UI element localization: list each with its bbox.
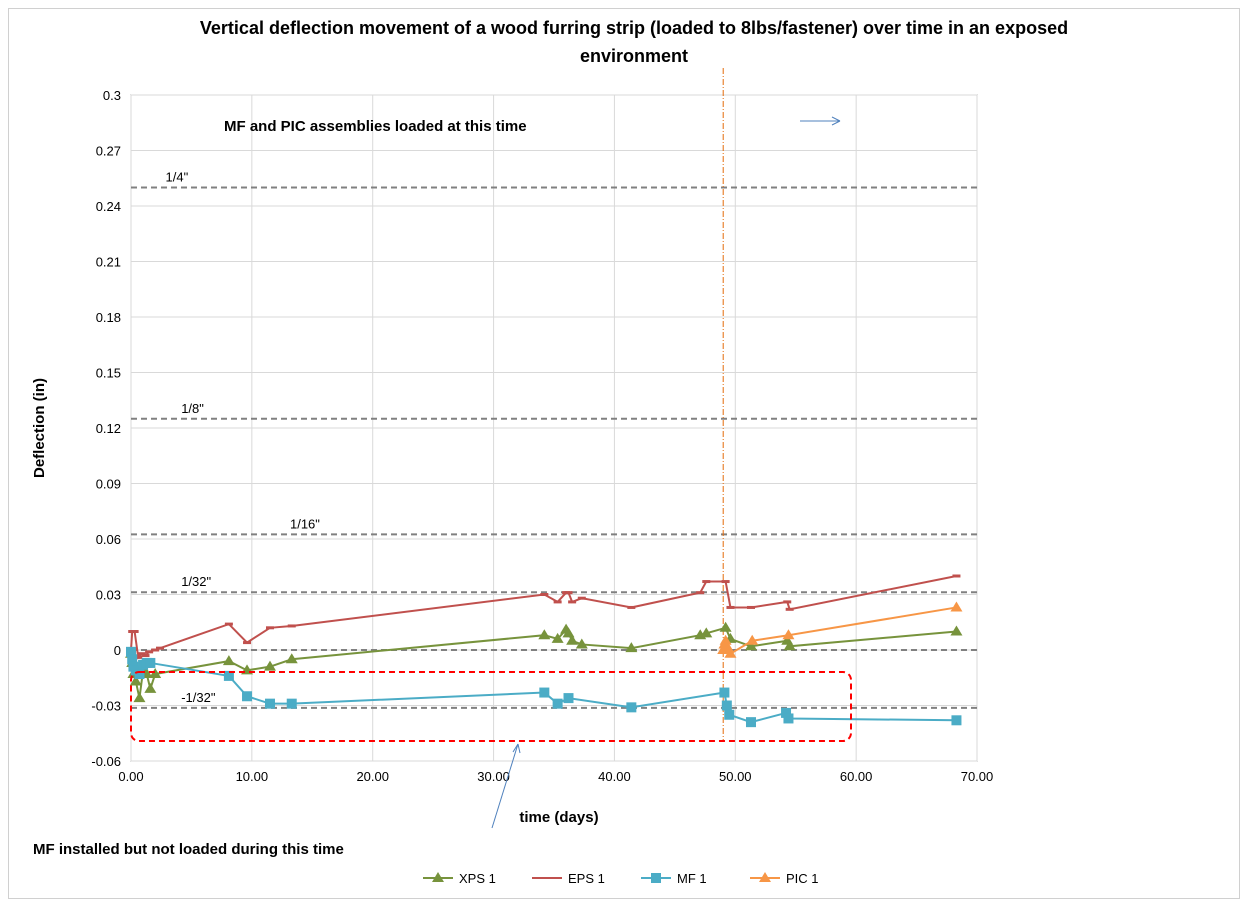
mf-1-series-point: [563, 693, 574, 704]
legend: XPS 1 EPS 1 MF 1 PIC 1: [423, 871, 819, 886]
mf-1-series-point: [126, 646, 136, 657]
legend-swatch-point: [432, 872, 444, 882]
mf-1-series-point: [724, 709, 735, 720]
chart-title-line1: Vertical deflection movement of a wood f…: [200, 18, 1068, 38]
xps-1-series-point: [263, 660, 276, 671]
legend-item-xps-1: XPS 1: [423, 871, 496, 886]
mf-1-series-point: [145, 657, 156, 668]
xps-1-series-point: [285, 653, 298, 664]
y-tick-label: 0.21: [96, 255, 121, 270]
xps-1-series-point: [744, 640, 757, 651]
reference-line-label: 1/4": [166, 170, 189, 185]
mf-1-series-point: [745, 717, 756, 728]
y-tick-label: 0.03: [96, 588, 121, 603]
mf-1-series-point: [626, 702, 637, 713]
xps-1-series-point: [133, 692, 146, 703]
mf-1-series-point: [134, 669, 145, 680]
xps-1-series-point: [538, 629, 551, 640]
xps-1-series-point: [129, 675, 142, 686]
xps-1-series-point: [551, 632, 564, 643]
y-tick-label: 0.18: [96, 310, 121, 325]
xps-1-series-point: [222, 655, 235, 666]
mf-1-series-point: [264, 698, 275, 709]
y-tick-label: -0.06: [91, 754, 121, 769]
reference-line-label: 1/32": [181, 574, 211, 589]
xps-1-series-point: [562, 627, 575, 638]
mf-1-series-point: [286, 698, 297, 709]
mf-1-series-point: [951, 715, 962, 726]
reference-line-label: 1/8": [181, 401, 204, 416]
mf-1-series-point: [223, 670, 234, 681]
legend-label: PIC 1: [786, 871, 819, 886]
xps-1-series-point: [719, 621, 732, 632]
x-tick-label: 0.00: [118, 769, 143, 784]
pic-1-series-point: [719, 634, 732, 645]
x-tick-label: 60.00: [840, 769, 873, 784]
mf-1-series-point: [781, 707, 792, 718]
xps-1-series-point: [566, 634, 579, 645]
legend-label: EPS 1: [568, 871, 605, 886]
mf-1-series-point: [539, 687, 550, 698]
y-tick-label: 0.27: [96, 144, 121, 159]
not-loaded-annotation: MF installed but not loaded during this …: [33, 841, 344, 858]
loaded-annotation: MF and PIC assemblies loaded at this tim…: [224, 118, 527, 135]
mf-1-series-point: [719, 687, 730, 698]
y-tick-labels: -0.06 -0.03 0 0.03 0.06 0.09 0.12 0.15 0.18 0.21 0…: [91, 88, 121, 769]
y-tick-label: 0.3: [103, 88, 121, 103]
y-tick-label: 0.24: [96, 199, 121, 214]
y-axis-label: Deflection (in): [31, 378, 48, 478]
x-axis-label: time (days): [519, 809, 598, 826]
reference-line-label: 1/16": [290, 516, 320, 531]
y-tick-label: -0.03: [91, 699, 121, 714]
reference-line-label: -1/32": [181, 690, 216, 705]
xps-1-series-point: [625, 642, 638, 653]
pic-1-series-point: [724, 647, 737, 658]
mf-1-series-point: [242, 691, 253, 702]
legend-swatch-point: [759, 872, 771, 882]
xps-1-series-point: [950, 625, 963, 636]
legend-item-mf-1: MF 1: [641, 871, 707, 886]
x-tick-labels: 0.00 10.00 20.00 30.00 40.00 50.00 60.00 70.00: [118, 769, 993, 784]
xps-1-series-point: [575, 638, 588, 649]
not-loaded-arrow: [491, 743, 519, 829]
legend-item-pic-1: PIC 1: [750, 871, 819, 886]
data-series: [125, 574, 963, 728]
xps-1-series-point: [149, 668, 162, 679]
legend-label: MF 1: [677, 871, 707, 886]
mf-1-series-point: [783, 713, 794, 724]
y-tick-label: 0.12: [96, 421, 121, 436]
y-tick-label: 0: [114, 643, 121, 658]
x-tick-label: 30.00: [477, 769, 510, 784]
pic-1-series-point: [950, 601, 963, 612]
x-tick-label: 10.00: [236, 769, 269, 784]
x-tick-label: 40.00: [598, 769, 631, 784]
mf-1-series-point: [127, 654, 138, 665]
pic-1-series: [717, 601, 963, 658]
loaded-annotation-arrowhead: [831, 116, 841, 126]
pic-1-series-point: [782, 629, 795, 640]
xps-1-series-point: [700, 627, 713, 638]
y-tick-label: 0.06: [96, 532, 121, 547]
y-tick-label: 0.09: [96, 477, 121, 492]
y-tick-label: 0.15: [96, 366, 121, 381]
pic-1-series-point: [746, 634, 759, 645]
legend-swatch-point: [651, 873, 661, 883]
xps-1-series-point: [783, 640, 796, 651]
xps-1-series-line: [130, 626, 957, 699]
x-tick-label: 70.00: [961, 769, 994, 784]
legend-item-eps-1: EPS 1: [532, 871, 605, 886]
xps-1-series-point: [144, 682, 157, 693]
chart-title-line2: environment: [580, 46, 688, 66]
not-loaded-box: [130, 671, 852, 742]
mf-1-series-point: [552, 698, 563, 709]
not-loaded-arrowhead: [512, 743, 521, 754]
mf-1-series-point: [721, 700, 732, 711]
reference-lines: 1/4" 1/8" 1/16" 1/32" -1/32": [131, 170, 977, 709]
x-tick-label: 20.00: [356, 769, 389, 784]
legend-label: XPS 1: [459, 871, 496, 886]
x-tick-label: 50.00: [719, 769, 752, 784]
